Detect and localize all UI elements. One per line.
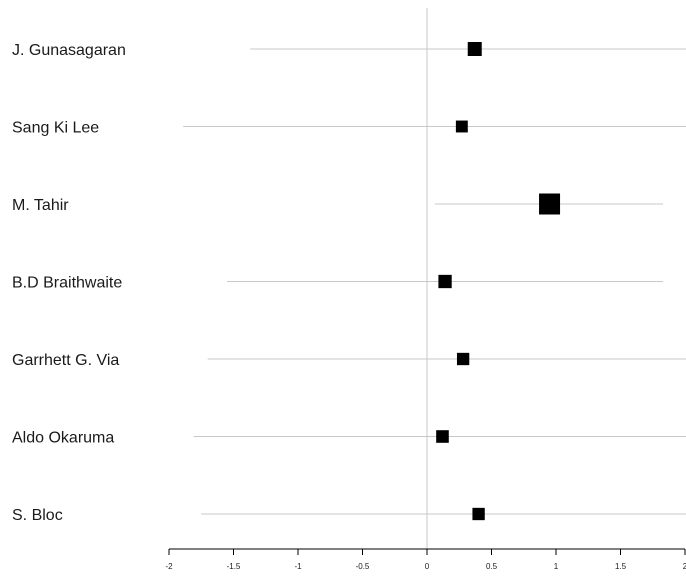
point-estimate-marker bbox=[472, 508, 484, 520]
point-estimate-marker bbox=[436, 430, 449, 443]
x-tick-label: -1 bbox=[294, 562, 302, 571]
study-label: M. Tahir bbox=[12, 197, 69, 214]
study-label: Sang Ki Lee bbox=[12, 120, 99, 137]
x-tick-label: -1.5 bbox=[227, 562, 241, 571]
point-estimate-marker bbox=[438, 275, 451, 288]
study-label: Aldo Okaruma bbox=[12, 430, 114, 447]
point-estimate-marker bbox=[539, 194, 560, 215]
x-tick-label: -2 bbox=[165, 562, 173, 571]
study-label: S. Bloc bbox=[12, 507, 63, 524]
x-tick-label: 0.5 bbox=[486, 562, 498, 571]
point-estimate-marker bbox=[457, 353, 469, 365]
x-tick-label: -0.5 bbox=[356, 562, 370, 571]
x-tick-label: 0 bbox=[425, 562, 430, 571]
study-label: Garrhett G. Via bbox=[12, 352, 119, 369]
study-label: J. Gunasagaran bbox=[12, 42, 126, 59]
point-estimate-marker bbox=[456, 121, 468, 133]
point-estimate-marker bbox=[468, 42, 482, 56]
x-tick-label: 1 bbox=[554, 562, 559, 571]
study-label: B.D Braithwaite bbox=[12, 275, 122, 292]
x-tick-label: 1.5 bbox=[615, 562, 627, 571]
